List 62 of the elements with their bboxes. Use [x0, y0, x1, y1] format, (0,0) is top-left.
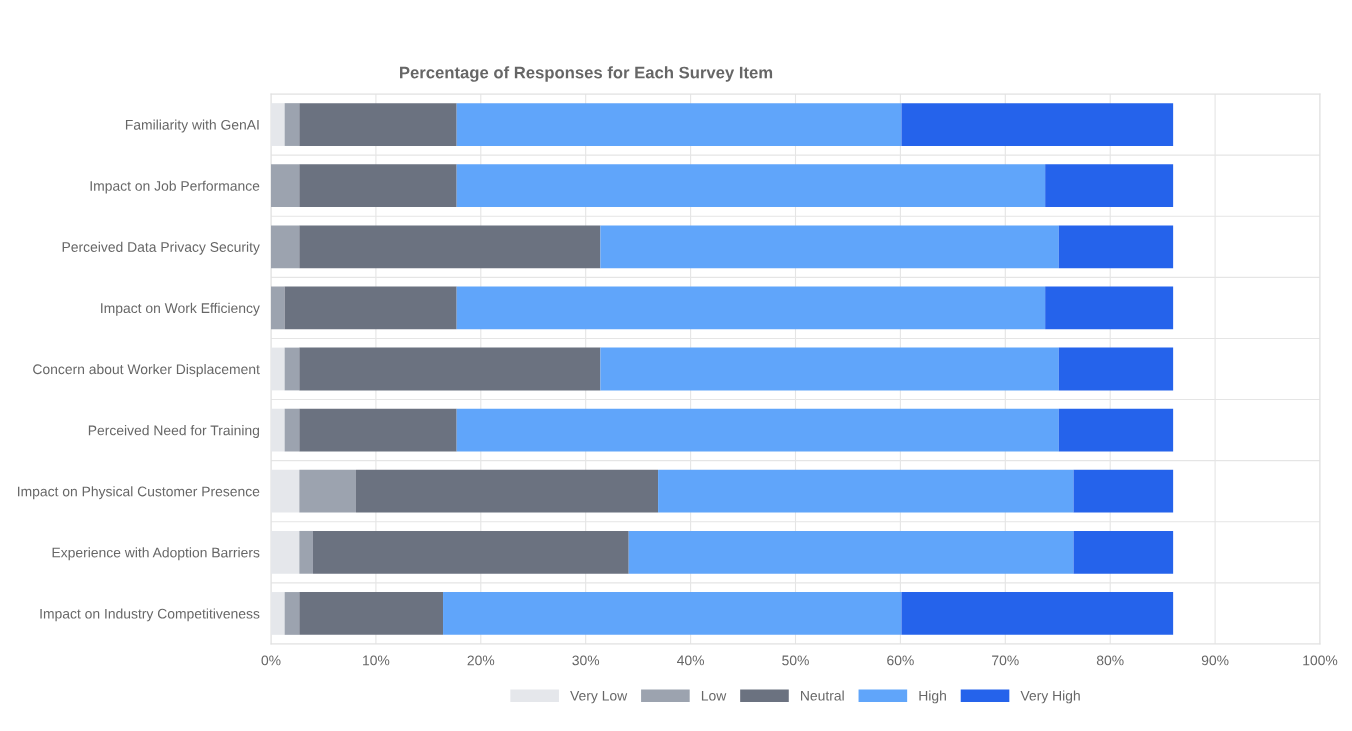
y-tick-label: Impact on Job Performance — [90, 180, 260, 194]
bar — [299, 347, 601, 391]
bar — [628, 530, 1074, 574]
legend-label: Low — [701, 690, 727, 701]
x-tick-label: 100% — [1303, 655, 1338, 666]
bar — [355, 469, 659, 513]
bar — [299, 164, 457, 208]
bar — [284, 286, 457, 330]
bar — [271, 164, 300, 208]
bar — [1058, 408, 1174, 452]
bar — [299, 103, 457, 146]
x-tick-label: 0% — [261, 655, 281, 666]
bar — [284, 103, 300, 146]
bar — [1073, 530, 1174, 574]
bar — [1045, 286, 1174, 330]
bar — [901, 592, 1174, 635]
bar — [658, 469, 1074, 513]
x-tick-label: 20% — [467, 655, 495, 666]
y-tick-label: Impact on Industry Competitiveness — [40, 608, 260, 622]
y-tick-label: Familiarity with GenAI — [125, 119, 259, 133]
bar — [271, 286, 285, 330]
y-tick-label: Perceived Data Privacy Security — [62, 241, 260, 255]
bar — [443, 592, 902, 635]
bar — [1045, 164, 1174, 208]
bar — [299, 225, 601, 269]
legend-label: Neutral — [801, 690, 844, 701]
y-tick-label: Concern about Worker Displacement — [33, 363, 260, 377]
bar — [456, 408, 1059, 452]
bar — [456, 286, 1046, 330]
chart-title: Percentage of Responses for Each Survey Item — [400, 66, 773, 82]
y-tick-label: Perceived Need for Training — [88, 425, 260, 439]
bar — [299, 469, 356, 513]
bar — [299, 530, 313, 574]
bar — [600, 347, 1059, 391]
y-tick-label: Experience with Adoption Barriers — [52, 547, 260, 561]
legend-label: High — [919, 690, 946, 704]
bar — [456, 164, 1046, 208]
bar — [299, 408, 457, 452]
bar — [456, 103, 902, 146]
bar — [271, 225, 300, 269]
bar — [284, 408, 300, 452]
x-tick-label: 40% — [677, 655, 705, 666]
legend-label: Very High — [1020, 690, 1080, 704]
bar — [901, 103, 1174, 146]
bar — [312, 530, 629, 574]
x-tick-label: 30% — [572, 655, 600, 666]
bar — [299, 592, 444, 635]
x-tick-label: 80% — [1096, 655, 1124, 666]
bar — [284, 592, 300, 635]
x-tick-label: 50% — [782, 655, 809, 666]
bar — [600, 225, 1059, 269]
x-tick-label: 60% — [887, 655, 914, 666]
bar — [1058, 347, 1174, 391]
x-tick-label: 70% — [992, 655, 1019, 666]
legend-label: Very Low — [570, 690, 628, 704]
bar — [1073, 469, 1174, 513]
y-tick-label: Impact on Work Efficiency — [101, 302, 260, 316]
y-tick-label: Impact on Physical Customer Presence — [18, 486, 260, 500]
bar — [284, 347, 300, 391]
x-tick-label: 10% — [363, 655, 390, 666]
bar — [1058, 225, 1174, 269]
x-tick-label: 90% — [1201, 655, 1229, 666]
